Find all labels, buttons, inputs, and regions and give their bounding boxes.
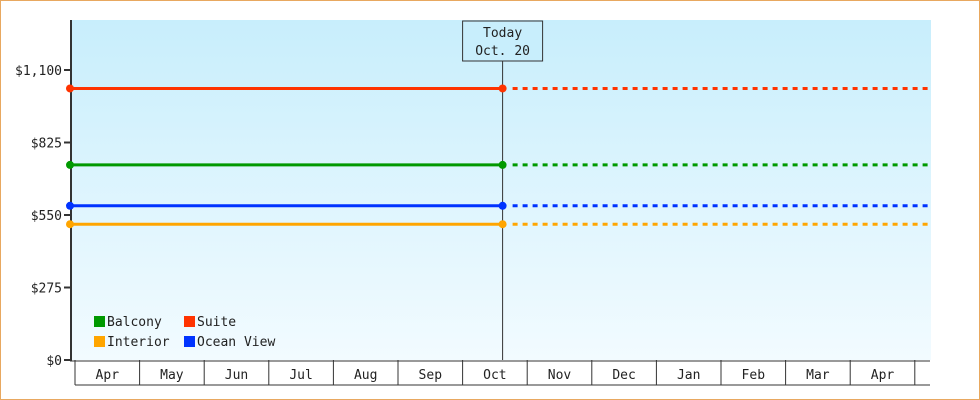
legend-label: Balcony xyxy=(107,315,162,330)
data-point xyxy=(66,160,74,169)
x-tick-label: Jan xyxy=(677,368,700,383)
x-tick-label: Aug xyxy=(354,368,377,383)
data-point xyxy=(498,220,507,229)
legend-label: Suite xyxy=(197,315,236,330)
legend-swatch xyxy=(94,316,105,327)
y-tick-label: $275 xyxy=(31,282,62,297)
data-point xyxy=(66,220,74,229)
x-tick-label: Sep xyxy=(419,368,443,383)
y-tick-label: $1,100 xyxy=(15,64,62,79)
y-tick-label: $550 xyxy=(31,209,62,224)
legend-label: Ocean View xyxy=(197,335,275,350)
x-tick-label: Apr xyxy=(96,368,120,383)
data-point xyxy=(498,84,507,93)
x-tick-label: Oct xyxy=(483,368,506,383)
x-tick-label: Jul xyxy=(289,368,312,383)
today-date: Oct. 20 xyxy=(475,44,530,59)
legend-swatch xyxy=(94,336,105,347)
x-tick-label: Nov xyxy=(548,368,572,383)
x-tick-label: Feb xyxy=(742,368,766,383)
plot-area xyxy=(71,20,931,360)
x-tick-label: May xyxy=(160,368,184,383)
legend-swatch xyxy=(184,316,195,327)
y-tick-label: $0 xyxy=(46,354,62,369)
data-point xyxy=(498,160,507,169)
data-point xyxy=(498,201,507,210)
x-tick-label: Mar xyxy=(806,368,830,383)
x-tick-label: Jun xyxy=(225,368,248,383)
legend-label: Interior xyxy=(107,335,170,350)
legend-swatch xyxy=(184,336,195,347)
y-tick-label: $825 xyxy=(31,137,62,152)
x-tick-label: Dec xyxy=(612,368,635,383)
x-tick-label: Apr xyxy=(871,368,895,383)
data-point xyxy=(66,84,74,93)
data-point xyxy=(66,201,74,210)
today-label: Today xyxy=(483,26,522,41)
today-box xyxy=(462,20,544,62)
